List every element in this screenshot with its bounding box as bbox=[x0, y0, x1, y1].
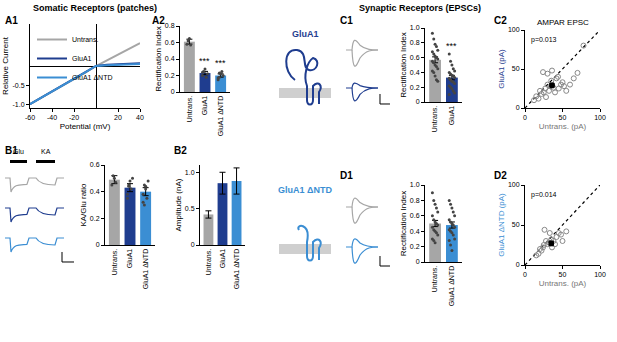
svg-text:0.6: 0.6 bbox=[90, 161, 100, 168]
svg-text:Potential (mV): Potential (mV) bbox=[60, 122, 111, 131]
svg-text:Untrans.: Untrans. bbox=[431, 106, 438, 133]
svg-text:C2: C2 bbox=[494, 15, 507, 26]
svg-text:Rectification Index: Rectification Index bbox=[154, 26, 163, 91]
svg-text:C1: C1 bbox=[340, 15, 353, 26]
svg-text:0.8: 0.8 bbox=[165, 22, 175, 29]
svg-text:0.4: 0.4 bbox=[410, 69, 420, 76]
svg-text:Somatic Receptors (patches): Somatic Receptors (patches) bbox=[33, 3, 157, 13]
svg-text:-1.0: -1.0 bbox=[13, 101, 25, 108]
svg-text:Synaptic Receptors (EPSCs): Synaptic Receptors (EPSCs) bbox=[359, 3, 481, 13]
svg-text:50: 50 bbox=[512, 65, 520, 72]
svg-text:GluA1: GluA1 bbox=[448, 106, 455, 126]
svg-text:GluA1: GluA1 bbox=[292, 29, 319, 39]
svg-text:p=0.013: p=0.013 bbox=[531, 36, 557, 44]
svg-text:0.6: 0.6 bbox=[165, 39, 175, 46]
svg-text:1.0: 1.0 bbox=[185, 169, 195, 176]
svg-text:20: 20 bbox=[114, 114, 122, 121]
svg-text:0: 0 bbox=[516, 104, 520, 111]
svg-text:Rectification Index: Rectification Index bbox=[399, 191, 408, 256]
svg-text:***: *** bbox=[215, 58, 226, 68]
svg-text:0.6: 0.6 bbox=[410, 212, 420, 219]
svg-text:GluA1 ΔNTD: GluA1 ΔNTD bbox=[217, 96, 224, 136]
svg-text:100: 100 bbox=[508, 181, 520, 188]
svg-text:100: 100 bbox=[508, 26, 520, 33]
svg-text:Untrans.: Untrans. bbox=[111, 249, 118, 276]
svg-text:D2: D2 bbox=[494, 170, 507, 181]
svg-text:Untrans. (pA): Untrans. (pA) bbox=[539, 122, 587, 131]
svg-text:GluA1: GluA1 bbox=[126, 249, 133, 269]
svg-text:-40: -40 bbox=[47, 114, 57, 121]
svg-text:GluA1 ΔNTD: GluA1 ΔNTD bbox=[233, 249, 240, 289]
svg-text:1.0: 1.0 bbox=[410, 181, 420, 188]
svg-text:GluA1: GluA1 bbox=[72, 55, 92, 62]
svg-text:0: 0 bbox=[523, 114, 527, 121]
svg-text:0.4: 0.4 bbox=[90, 188, 100, 195]
svg-text:50: 50 bbox=[559, 271, 567, 278]
svg-text:KA: KA bbox=[41, 148, 51, 155]
svg-text:Relative Current: Relative Current bbox=[1, 36, 10, 95]
svg-text:-0.5: -0.5 bbox=[13, 82, 25, 89]
svg-text:***: *** bbox=[199, 56, 210, 66]
svg-text:0: 0 bbox=[171, 88, 175, 95]
svg-text:GluA1 ΔNTD: GluA1 ΔNTD bbox=[278, 185, 332, 195]
svg-text:0: 0 bbox=[516, 261, 520, 268]
svg-text:100: 100 bbox=[594, 114, 606, 121]
svg-text:Amplitude (nA): Amplitude (nA) bbox=[174, 178, 183, 231]
svg-text:GluA1 ΔNTD (pA): GluA1 ΔNTD (pA) bbox=[497, 193, 506, 257]
svg-text:0: 0 bbox=[416, 258, 420, 265]
svg-text:GluA1: GluA1 bbox=[201, 96, 208, 116]
svg-text:GluA1 ΔNTD: GluA1 ΔNTD bbox=[142, 249, 149, 289]
svg-text:Glu: Glu bbox=[13, 148, 24, 155]
svg-text:0: 0 bbox=[191, 241, 195, 248]
svg-text:100: 100 bbox=[594, 271, 606, 278]
svg-text:Untrans. (pA): Untrans. (pA) bbox=[539, 279, 587, 288]
svg-text:GluA1 ΔNTD: GluA1 ΔNTD bbox=[448, 266, 455, 306]
svg-text:A1: A1 bbox=[5, 15, 18, 26]
svg-text:p=0.014: p=0.014 bbox=[531, 191, 557, 199]
svg-text:Untrans.: Untrans. bbox=[72, 36, 99, 43]
svg-text:GluA1: GluA1 bbox=[219, 249, 226, 269]
svg-text:B2: B2 bbox=[174, 145, 187, 156]
svg-text:***: *** bbox=[446, 41, 457, 51]
svg-text:0.2: 0.2 bbox=[90, 215, 100, 222]
svg-text:1.0: 1.0 bbox=[410, 24, 420, 31]
svg-text:50: 50 bbox=[512, 221, 520, 228]
svg-text:0.4: 0.4 bbox=[165, 55, 175, 62]
svg-text:0.8: 0.8 bbox=[410, 39, 420, 46]
svg-text:Untrans.: Untrans. bbox=[431, 266, 438, 293]
svg-text:40: 40 bbox=[136, 114, 144, 121]
svg-text:0.5: 0.5 bbox=[185, 205, 195, 212]
svg-text:GluA1 ΔNTD: GluA1 ΔNTD bbox=[72, 74, 112, 81]
svg-text:Untrans.: Untrans. bbox=[205, 249, 212, 276]
svg-text:0.2: 0.2 bbox=[410, 243, 420, 250]
svg-text:-60: -60 bbox=[25, 114, 35, 121]
svg-text:A2: A2 bbox=[152, 15, 165, 26]
svg-text:0.8: 0.8 bbox=[410, 197, 420, 204]
svg-text:Untrans.: Untrans. bbox=[186, 96, 193, 123]
svg-text:GluA1 (pA): GluA1 (pA) bbox=[497, 49, 506, 89]
svg-text:KA/Glu ratio: KA/Glu ratio bbox=[79, 183, 88, 227]
svg-text:0: 0 bbox=[416, 98, 420, 105]
svg-text:0: 0 bbox=[523, 271, 527, 278]
svg-text:0.2: 0.2 bbox=[165, 72, 175, 79]
svg-text:0: 0 bbox=[96, 241, 100, 248]
svg-text:Rectification Index: Rectification Index bbox=[399, 32, 408, 97]
svg-text:B1: B1 bbox=[5, 145, 18, 156]
svg-text:0.6: 0.6 bbox=[410, 54, 420, 61]
svg-text:D1: D1 bbox=[340, 170, 353, 181]
svg-text:50: 50 bbox=[559, 114, 567, 121]
svg-text:-20: -20 bbox=[69, 114, 79, 121]
svg-text:0.4: 0.4 bbox=[410, 228, 420, 235]
svg-text:AMPAR EPSC: AMPAR EPSC bbox=[537, 18, 589, 27]
svg-text:0.2: 0.2 bbox=[410, 84, 420, 91]
